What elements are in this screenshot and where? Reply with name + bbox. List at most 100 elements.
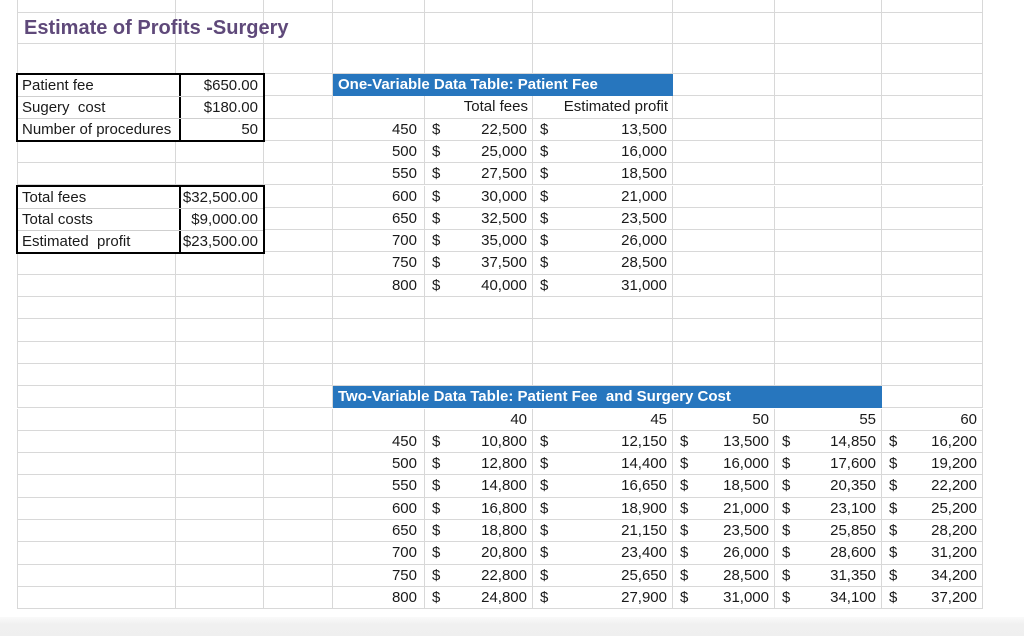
grid-cell[interactable] — [425, 475, 533, 498]
one-var-profit[interactable]: $18,500 — [533, 163, 673, 185]
grid-cell[interactable] — [882, 430, 983, 454]
grid-cell[interactable] — [775, 297, 882, 320]
grid-cell[interactable] — [264, 564, 333, 587]
two-var-value[interactable]: $24,800 — [425, 587, 533, 609]
grid-cell[interactable] — [775, 185, 882, 208]
page-title[interactable]: Estimate of Profits -Surgery — [24, 17, 289, 39]
grid-cell[interactable] — [17, 341, 176, 364]
grid-cell[interactable] — [176, 252, 264, 275]
two-var-fee[interactable]: 750 — [391, 566, 417, 584]
two-var-value[interactable]: $14,800 — [425, 475, 533, 497]
grid-cell[interactable] — [882, 408, 983, 431]
one-var-total-fees[interactable]: $30,000 — [425, 186, 533, 208]
two-var-value[interactable]: $27,900 — [533, 587, 673, 609]
input-label-patient-fee[interactable]: Patient fee — [22, 77, 94, 94]
grid-cell[interactable] — [882, 341, 983, 364]
two-var-value[interactable]: $25,850 — [775, 520, 882, 542]
two-var-value[interactable]: $20,800 — [425, 542, 533, 564]
grid-cell[interactable] — [673, 118, 775, 141]
grid-cell[interactable] — [264, 430, 333, 454]
one-var-profit[interactable]: $16,000 — [533, 141, 673, 163]
grid-cell[interactable] — [533, 564, 673, 587]
summary-value-estimated-profit[interactable]: $23,500.00 — [179, 230, 263, 252]
grid-cell[interactable] — [533, 118, 673, 141]
grid-cell[interactable] — [775, 408, 882, 431]
grid-cell[interactable] — [673, 297, 775, 320]
two-var-value[interactable]: $18,800 — [425, 520, 533, 542]
grid-cell[interactable] — [425, 44, 533, 74]
grid-cell[interactable] — [775, 0, 882, 13]
grid-cell[interactable] — [264, 185, 333, 208]
grid-cell[interactable] — [533, 453, 673, 476]
grid-cell[interactable] — [425, 586, 533, 610]
grid-cell[interactable] — [333, 13, 425, 44]
grid-cell[interactable] — [264, 252, 333, 275]
grid-cell[interactable] — [176, 520, 264, 543]
grid-cell[interactable] — [775, 74, 882, 97]
two-var-value[interactable]: $31,000 — [673, 587, 775, 609]
two-var-value[interactable]: $25,200 — [882, 498, 983, 520]
grid-cell[interactable] — [673, 140, 775, 164]
grid-cell[interactable] — [673, 0, 775, 13]
two-var-value[interactable]: $34,100 — [775, 587, 882, 609]
one-var-fee[interactable]: 600 — [391, 187, 417, 205]
grid-cell[interactable] — [673, 319, 775, 342]
two-var-value[interactable]: $26,000 — [673, 542, 775, 564]
two-var-value[interactable]: $12,150 — [533, 431, 673, 453]
grid-cell[interactable] — [17, 363, 176, 387]
two-var-value[interactable]: $23,500 — [673, 520, 775, 542]
one-var-profit[interactable]: $26,000 — [533, 230, 673, 252]
two-var-value[interactable]: $16,000 — [673, 453, 775, 475]
grid-cell[interactable] — [775, 274, 882, 297]
grid-cell[interactable] — [425, 564, 533, 587]
grid-cell[interactable] — [176, 497, 264, 520]
grid-cell[interactable] — [673, 44, 775, 74]
grid-cell[interactable] — [17, 252, 176, 275]
grid-cell[interactable] — [176, 341, 264, 364]
grid-cell[interactable] — [673, 163, 775, 186]
grid-cell[interactable] — [17, 475, 176, 498]
grid-cell[interactable] — [17, 0, 176, 13]
grid-cell[interactable] — [333, 586, 425, 610]
grid-cell[interactable] — [425, 274, 533, 297]
grid-cell[interactable] — [882, 140, 983, 164]
input-label-surgery-cost[interactable]: Sugery cost — [22, 99, 106, 116]
two-var-value[interactable]: $12,800 — [425, 453, 533, 475]
grid-cell[interactable] — [176, 453, 264, 476]
grid-cell[interactable] — [882, 586, 983, 610]
grid-cell[interactable] — [264, 520, 333, 543]
grid-cell[interactable] — [882, 319, 983, 342]
grid-cell[interactable] — [264, 230, 333, 253]
grid-cell[interactable] — [176, 363, 264, 387]
one-var-total-fees[interactable]: $25,000 — [425, 141, 533, 163]
grid-cell[interactable] — [17, 13, 176, 44]
grid-cell[interactable] — [176, 564, 264, 587]
grid-cell[interactable] — [775, 363, 882, 387]
grid-cell[interactable] — [775, 163, 882, 186]
two-var-value[interactable]: $14,850 — [775, 431, 882, 453]
grid-cell[interactable] — [425, 319, 533, 342]
grid-cell[interactable] — [425, 252, 533, 275]
two-var-value[interactable]: $21,000 — [673, 498, 775, 520]
grid-cell[interactable] — [333, 96, 425, 119]
grid-cell[interactable] — [264, 408, 333, 431]
grid-cell[interactable] — [17, 408, 176, 431]
grid-cell[interactable] — [425, 207, 533, 231]
two-var-fee[interactable]: 600 — [391, 499, 417, 517]
grid-cell[interactable] — [533, 542, 673, 565]
grid-cell[interactable] — [176, 13, 264, 44]
grid-cell[interactable] — [264, 13, 333, 44]
grid-cell[interactable] — [533, 44, 673, 74]
grid-cell[interactable] — [425, 163, 533, 186]
grid-cell[interactable] — [333, 520, 425, 543]
grid-cell[interactable] — [882, 497, 983, 520]
grid-cell[interactable] — [425, 13, 533, 44]
grid-cell[interactable] — [17, 163, 176, 186]
grid-cell[interactable] — [533, 185, 673, 208]
grid-cell[interactable] — [533, 520, 673, 543]
grid-cell[interactable] — [533, 230, 673, 253]
grid-cell[interactable] — [333, 564, 425, 587]
grid-cell[interactable] — [882, 297, 983, 320]
grid-cell[interactable] — [533, 475, 673, 498]
two-var-col-header-50[interactable]: 50 — [752, 410, 769, 428]
